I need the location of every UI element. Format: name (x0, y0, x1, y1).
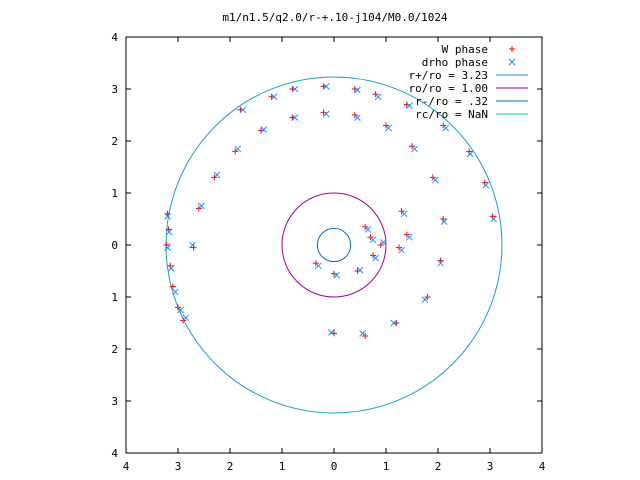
x-axis: 4 3 2 1 0 1 2 3 4 (123, 37, 546, 473)
point-0-13 (320, 109, 327, 116)
legend-label-ro: ro/ro = 1.00 (409, 82, 488, 95)
point-1-32 (466, 150, 474, 158)
point-1-9 (213, 171, 221, 179)
x-tick-label: 1 (279, 460, 286, 473)
point-1-35 (364, 226, 372, 233)
legend-label-r-plus: r+/ro = 3.23 (409, 69, 488, 82)
y-tick-label: 1 (111, 291, 118, 304)
y-tick-label: 2 (111, 135, 118, 148)
point-1-12 (291, 114, 299, 121)
y-tick-label: 2 (111, 343, 118, 356)
x-tick-label: 1 (383, 460, 390, 473)
point-1-2 (164, 244, 171, 251)
legend-marker-0 (509, 46, 515, 52)
point-1-25 (322, 83, 330, 90)
point-1-44 (372, 254, 379, 262)
x-tick-label: 2 (435, 460, 442, 473)
point-1-18 (440, 218, 448, 225)
y-tick-label: 0 (111, 239, 118, 252)
y-tick-label: 4 (111, 447, 118, 460)
point-1-42 (333, 271, 340, 279)
point-1-33 (482, 181, 490, 189)
x-tick-label: 4 (123, 460, 130, 473)
point-1-24 (291, 85, 299, 93)
y-axis: 4 3 2 1 0 1 2 3 4 (111, 31, 542, 460)
point-1-27 (374, 93, 382, 101)
point-1-0 (164, 213, 171, 220)
y-tick-label: 3 (111, 83, 118, 96)
point-1-37 (400, 210, 408, 218)
circle-1 (281, 192, 387, 298)
point-1-5 (177, 306, 184, 314)
point-1-10 (234, 145, 242, 153)
point-0-42 (331, 270, 337, 277)
point-1-34 (490, 215, 497, 223)
legend: W phase drho phase r+/ro = 3.23 ro/ro = … (409, 43, 528, 121)
legend-label-drho-phase: drho phase (422, 56, 488, 69)
point-1-41 (315, 262, 322, 270)
chart-title: m1/n1.5/q2.0/r-+.10-j104/M0.0/1024 (222, 11, 448, 24)
point-1-1 (165, 228, 173, 236)
point-1-43 (356, 266, 364, 274)
point-1-4 (172, 288, 179, 296)
point-1-15 (385, 124, 392, 132)
circle-2 (316, 227, 352, 263)
point-1-20 (421, 296, 429, 303)
point-1-38 (406, 233, 413, 241)
point-1-23 (328, 329, 335, 336)
circle-0 (165, 76, 503, 414)
x-tick-label: 0 (331, 460, 338, 473)
point-1-16 (411, 145, 418, 153)
point-1-28 (239, 106, 247, 114)
point-1-14 (354, 114, 361, 121)
y-tick-label: 3 (111, 395, 118, 408)
point-1-36 (369, 236, 377, 244)
point-1-29 (270, 93, 278, 101)
point-1-26 (354, 86, 361, 94)
point-1-40 (380, 239, 387, 246)
x-tick-label: 4 (539, 460, 546, 473)
point-1-30 (406, 102, 413, 109)
point-1-21 (390, 319, 398, 327)
point-1-11 (260, 126, 268, 133)
legend-marker-1 (508, 58, 516, 66)
point-1-17 (432, 176, 439, 184)
y-tick-label: 1 (111, 187, 118, 200)
point-1-7 (189, 241, 196, 249)
point-1-31 (442, 124, 450, 132)
legend-label-w-phase: W phase (442, 43, 488, 56)
point-1-39 (398, 246, 405, 254)
plot-area (163, 76, 503, 414)
x-tick-label: 3 (175, 460, 182, 473)
y-tick-label: 4 (111, 31, 118, 44)
x-tick-label: 2 (227, 460, 234, 473)
point-1-3 (167, 265, 175, 272)
point-1-8 (198, 202, 205, 210)
point-1-19 (437, 259, 444, 267)
point-1-22 (359, 330, 366, 337)
point-1-6 (182, 314, 190, 322)
point-1-13 (322, 110, 330, 118)
x-tick-label: 3 (487, 460, 494, 473)
legend-label-r-minus: r-/ro = .32 (415, 95, 488, 108)
legend-label-rc: rc/ro = NaN (415, 108, 488, 121)
